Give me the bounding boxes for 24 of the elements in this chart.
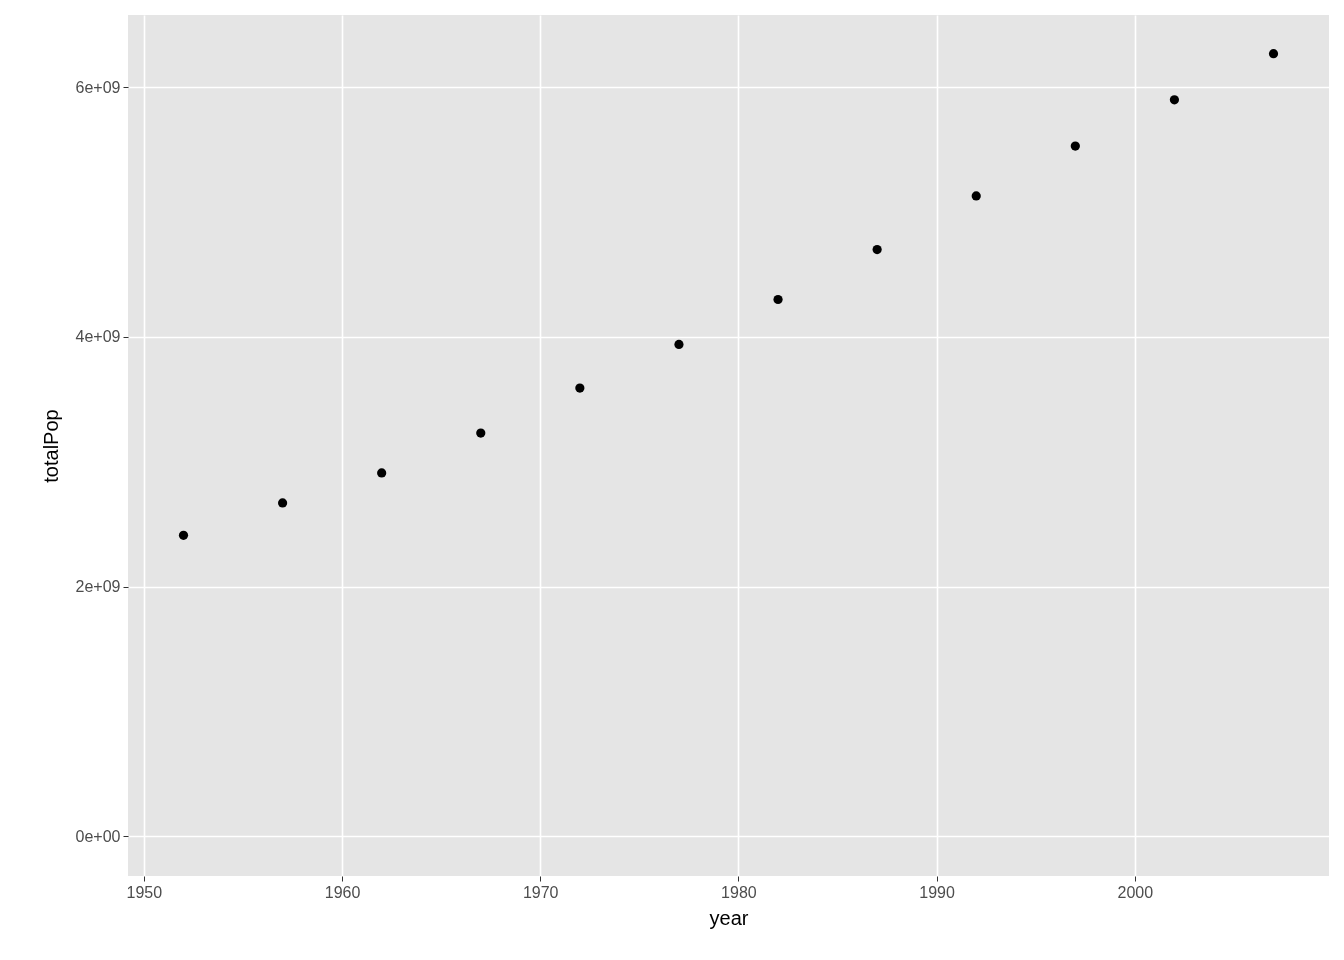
y-axis-title: totalPop bbox=[39, 409, 62, 483]
point bbox=[971, 191, 981, 201]
x-tick-label: 1970 bbox=[522, 883, 559, 901]
x-tick-label: 1990 bbox=[919, 883, 955, 901]
point bbox=[575, 383, 585, 393]
y-tick-label: 0e+00 bbox=[75, 827, 121, 845]
x-tick-label: 2000 bbox=[1117, 883, 1154, 901]
point bbox=[1169, 95, 1180, 105]
y-tick-label: 6e+09 bbox=[75, 78, 121, 96]
point bbox=[476, 428, 486, 438]
point bbox=[178, 530, 189, 540]
x-tick-label: 1960 bbox=[324, 883, 361, 901]
point bbox=[1070, 141, 1080, 151]
point bbox=[674, 339, 684, 350]
point bbox=[872, 244, 882, 255]
point bbox=[1268, 49, 1279, 59]
x-tick-label: 1980 bbox=[721, 883, 757, 901]
point bbox=[377, 468, 387, 478]
x-axis-title: year bbox=[709, 906, 749, 929]
y-tick-label: 4e+09 bbox=[75, 328, 121, 346]
y-tick-label: 2e+09 bbox=[75, 578, 121, 595]
point bbox=[773, 294, 783, 305]
point bbox=[277, 498, 288, 508]
x-tick-label: 1950 bbox=[126, 883, 163, 901]
